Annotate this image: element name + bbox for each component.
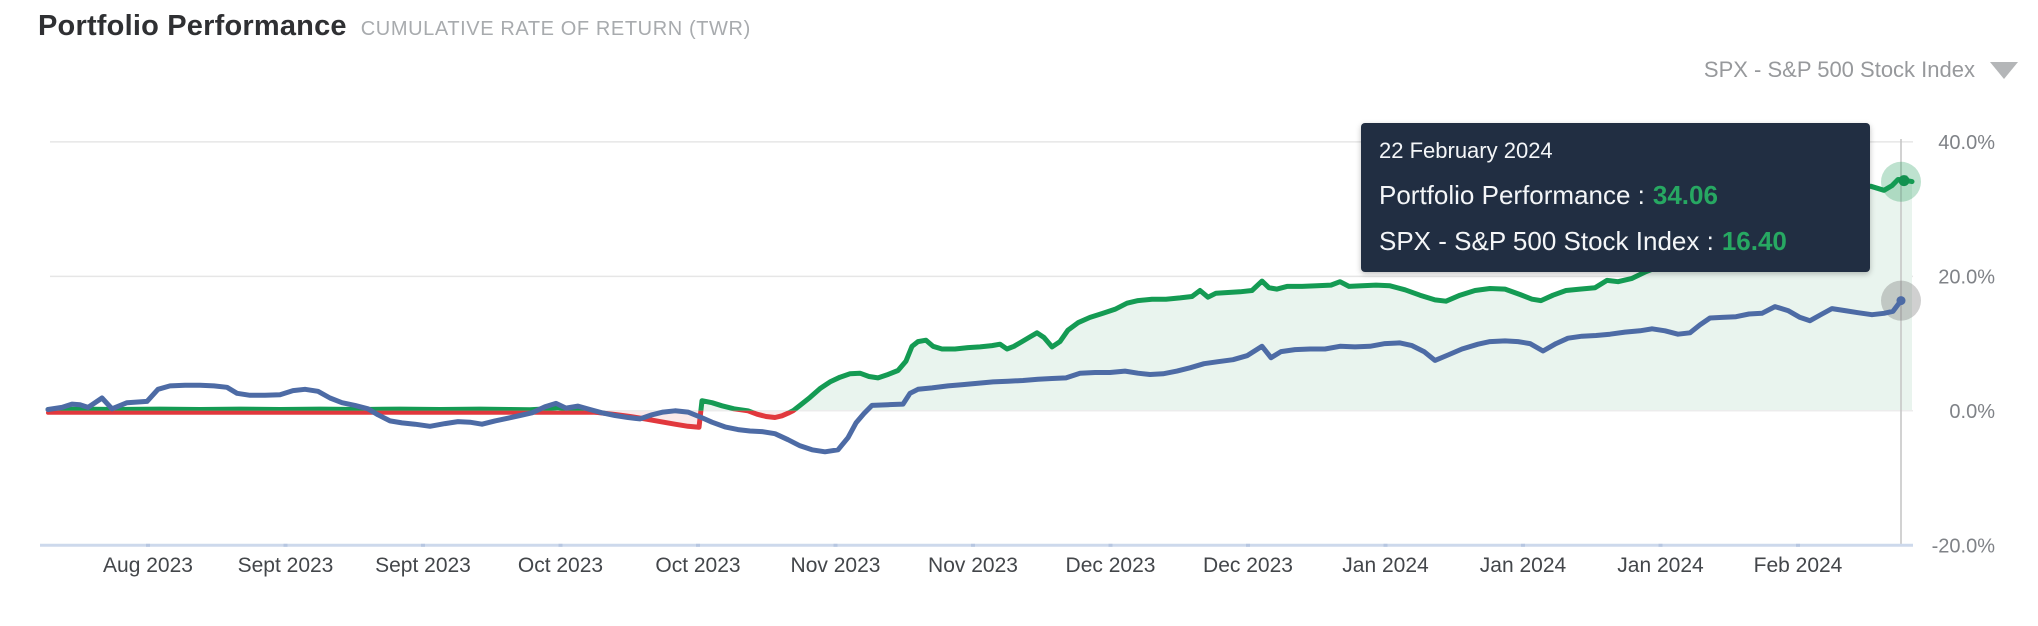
x-axis-label: Oct 2023 — [655, 554, 740, 577]
x-axis-label: Aug 2023 — [103, 554, 193, 577]
tooltip-portfolio-value: 34.06 — [1652, 179, 1718, 210]
tooltip-benchmark-row: SPX - S&P 500 Stock Index :16.40 — [1379, 226, 1852, 257]
chart-tooltip: 22 February 2024 Portfolio Performance :… — [1361, 123, 1870, 272]
x-axis-label: Dec 2023 — [1066, 554, 1156, 577]
page-title: Portfolio Performance — [38, 10, 347, 42]
benchmark-line — [45, 298, 1904, 455]
benchmark-selector-label: SPX - S&P 500 Stock Index — [1703, 57, 1975, 82]
chevron-down-icon — [1990, 61, 2018, 79]
y-axis-label: 20.0% — [1938, 266, 1995, 288]
x-axis-label: Sept 2023 — [375, 554, 471, 577]
chart-header: Portfolio Performance CUMULATIVE RATE OF… — [38, 10, 751, 43]
tooltip-row-portfolio: Portfolio Performance :34.06 — [1379, 180, 1852, 211]
x-axis-label: Jan 2024 — [1342, 554, 1429, 577]
benchmark-end-dot — [1896, 296, 1906, 306]
x-axis-label: Nov 2023 — [928, 554, 1018, 577]
y-axis-label: 40.0% — [1938, 132, 1995, 154]
x-axis-label: Nov 2023 — [791, 554, 881, 577]
portfolio-line-negative — [45, 410, 798, 430]
x-axis-label: Feb 2024 — [1754, 554, 1843, 577]
tooltip-benchmark-value: 16.40 — [1721, 226, 1787, 256]
y-axis-label: -20.0% — [1932, 535, 1996, 557]
tooltip-portfolio-label: Portfolio Performance : — [1379, 179, 1645, 210]
tooltip-date: 22 February 2024 — [1379, 138, 1553, 163]
y-axis-label: 0.0% — [1949, 401, 1995, 423]
benchmark-selector[interactable]: SPX - S&P 500 Stock Index — [1704, 57, 2018, 83]
x-axis-label: Jan 2024 — [1617, 554, 1704, 577]
tooltip-benchmark-label: SPX - S&P 500 Stock Index : — [1379, 226, 1714, 256]
portfolio-end-dot — [1898, 175, 1910, 187]
positive-area-fill — [48, 179, 1912, 411]
x-axis-label: Sept 2023 — [238, 554, 334, 577]
x-axis-label: Jan 2024 — [1480, 554, 1567, 577]
page-subtitle: CUMULATIVE RATE OF RETURN (TWR) — [360, 18, 751, 40]
x-axis-label: Dec 2023 — [1203, 554, 1293, 577]
x-axis-label: Oct 2023 — [518, 554, 603, 577]
portfolio-line — [45, 177, 1915, 411]
